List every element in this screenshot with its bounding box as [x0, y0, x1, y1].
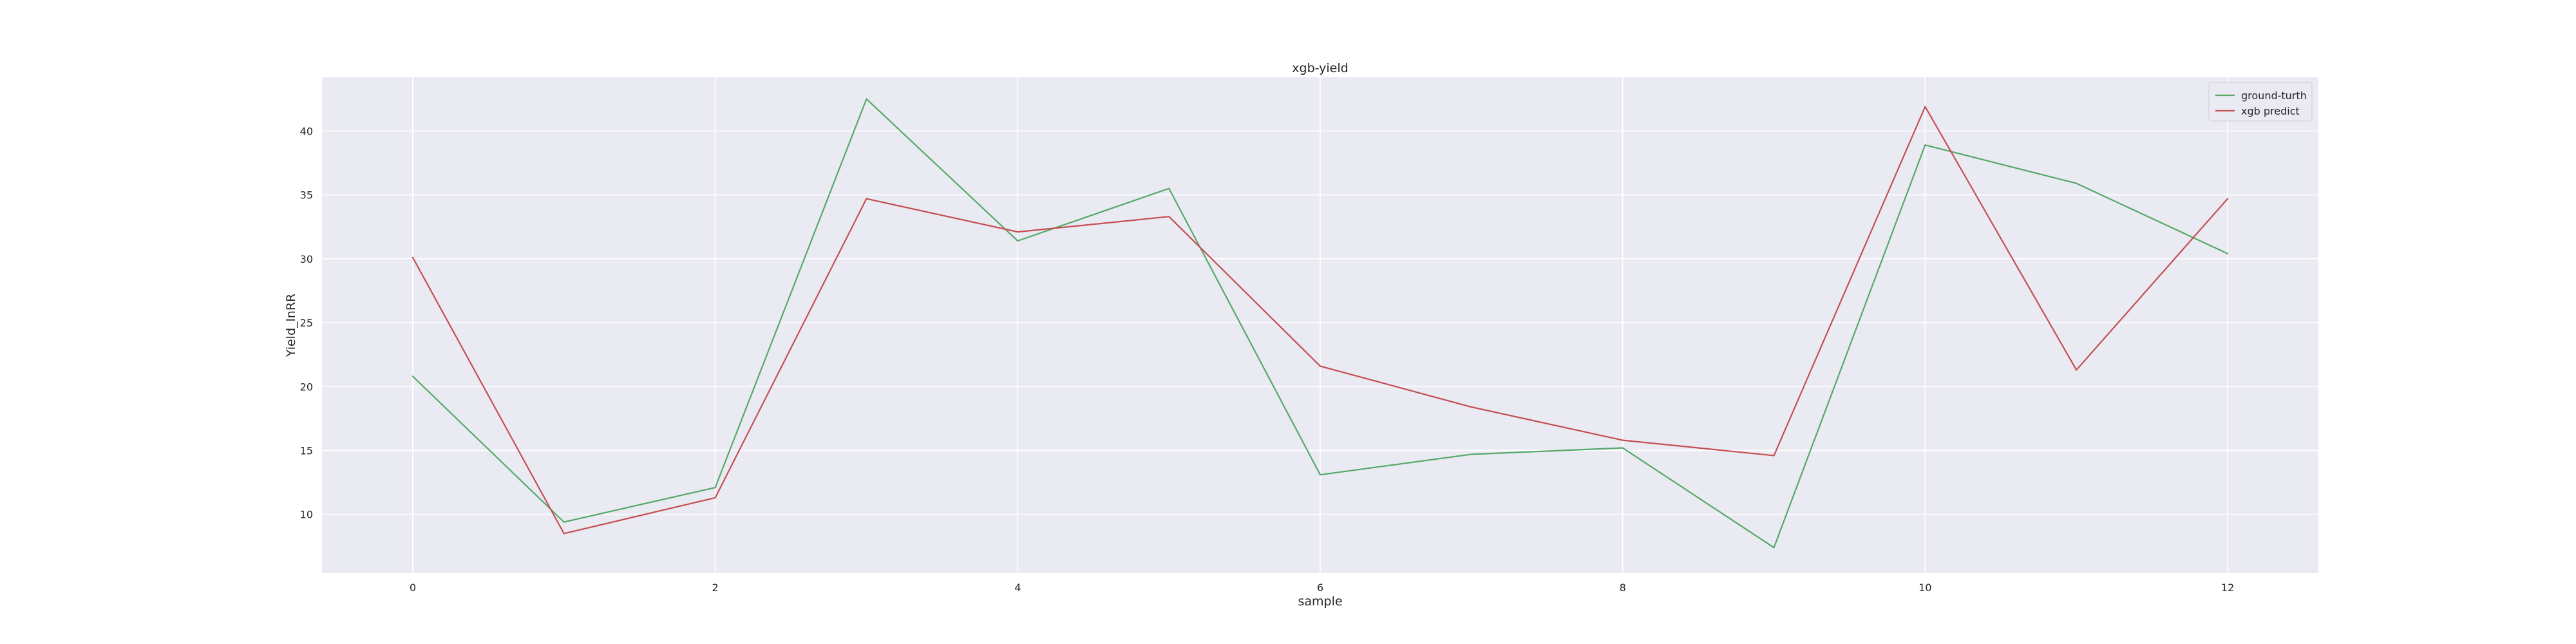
- data-point: [1470, 406, 1472, 408]
- x-tick-label: 4: [1014, 582, 1021, 594]
- y-tick-label: 40: [300, 125, 313, 137]
- chart-title: xgb-yield: [1292, 61, 1348, 75]
- data-point: [2076, 182, 2078, 184]
- data-point: [2076, 369, 2078, 371]
- data-point: [1773, 547, 1775, 549]
- data-point: [866, 98, 867, 100]
- legend-label: ground-turth: [2241, 90, 2307, 102]
- grid-lines: [322, 77, 2318, 573]
- x-tick-label: 2: [712, 582, 719, 594]
- tick-labels: 0 2 4 6 8 10 12 10 15 20 25 30 35 40: [300, 125, 2235, 594]
- data-point: [1924, 106, 1926, 108]
- x-axis-label: sample: [1298, 594, 1342, 609]
- y-tick-label: 20: [300, 381, 313, 393]
- y-tick-label: 25: [300, 317, 313, 329]
- x-tick-label: 6: [1317, 582, 1323, 594]
- data-point: [1319, 474, 1321, 476]
- data-point: [412, 256, 414, 258]
- y-tick-label: 10: [300, 509, 313, 521]
- data-point: [1470, 453, 1472, 455]
- y-axis-label: Yield_lnRR: [284, 294, 298, 357]
- data-point: [714, 497, 716, 499]
- data-point: [1168, 216, 1170, 218]
- data-point: [714, 486, 716, 489]
- x-tick-label: 12: [2221, 582, 2234, 594]
- data-point: [1017, 240, 1019, 242]
- data-point: [1017, 231, 1019, 233]
- data-point: [2226, 198, 2229, 200]
- data-point: [1773, 455, 1775, 457]
- data-point: [1924, 144, 1926, 146]
- legend-label: xgb predict: [2241, 105, 2300, 117]
- data-point: [1622, 447, 1624, 449]
- legend: ground-turth xgb predict: [2208, 82, 2313, 122]
- data-point: [563, 533, 565, 535]
- y-tick-label: 15: [300, 444, 313, 457]
- x-tick-label: 0: [410, 582, 416, 594]
- data-point: [412, 375, 414, 377]
- data-point: [2226, 252, 2229, 254]
- x-tick-label: 10: [1918, 582, 1931, 594]
- data-point: [866, 198, 867, 200]
- y-tick-label: 35: [300, 189, 313, 202]
- data-point: [1168, 187, 1170, 189]
- series-lines: [412, 98, 2229, 549]
- data-point: [1622, 439, 1624, 441]
- data-point: [1319, 365, 1321, 367]
- x-tick-label: 8: [1620, 582, 1626, 594]
- data-point: [563, 521, 565, 523]
- y-tick-label: 30: [300, 253, 313, 265]
